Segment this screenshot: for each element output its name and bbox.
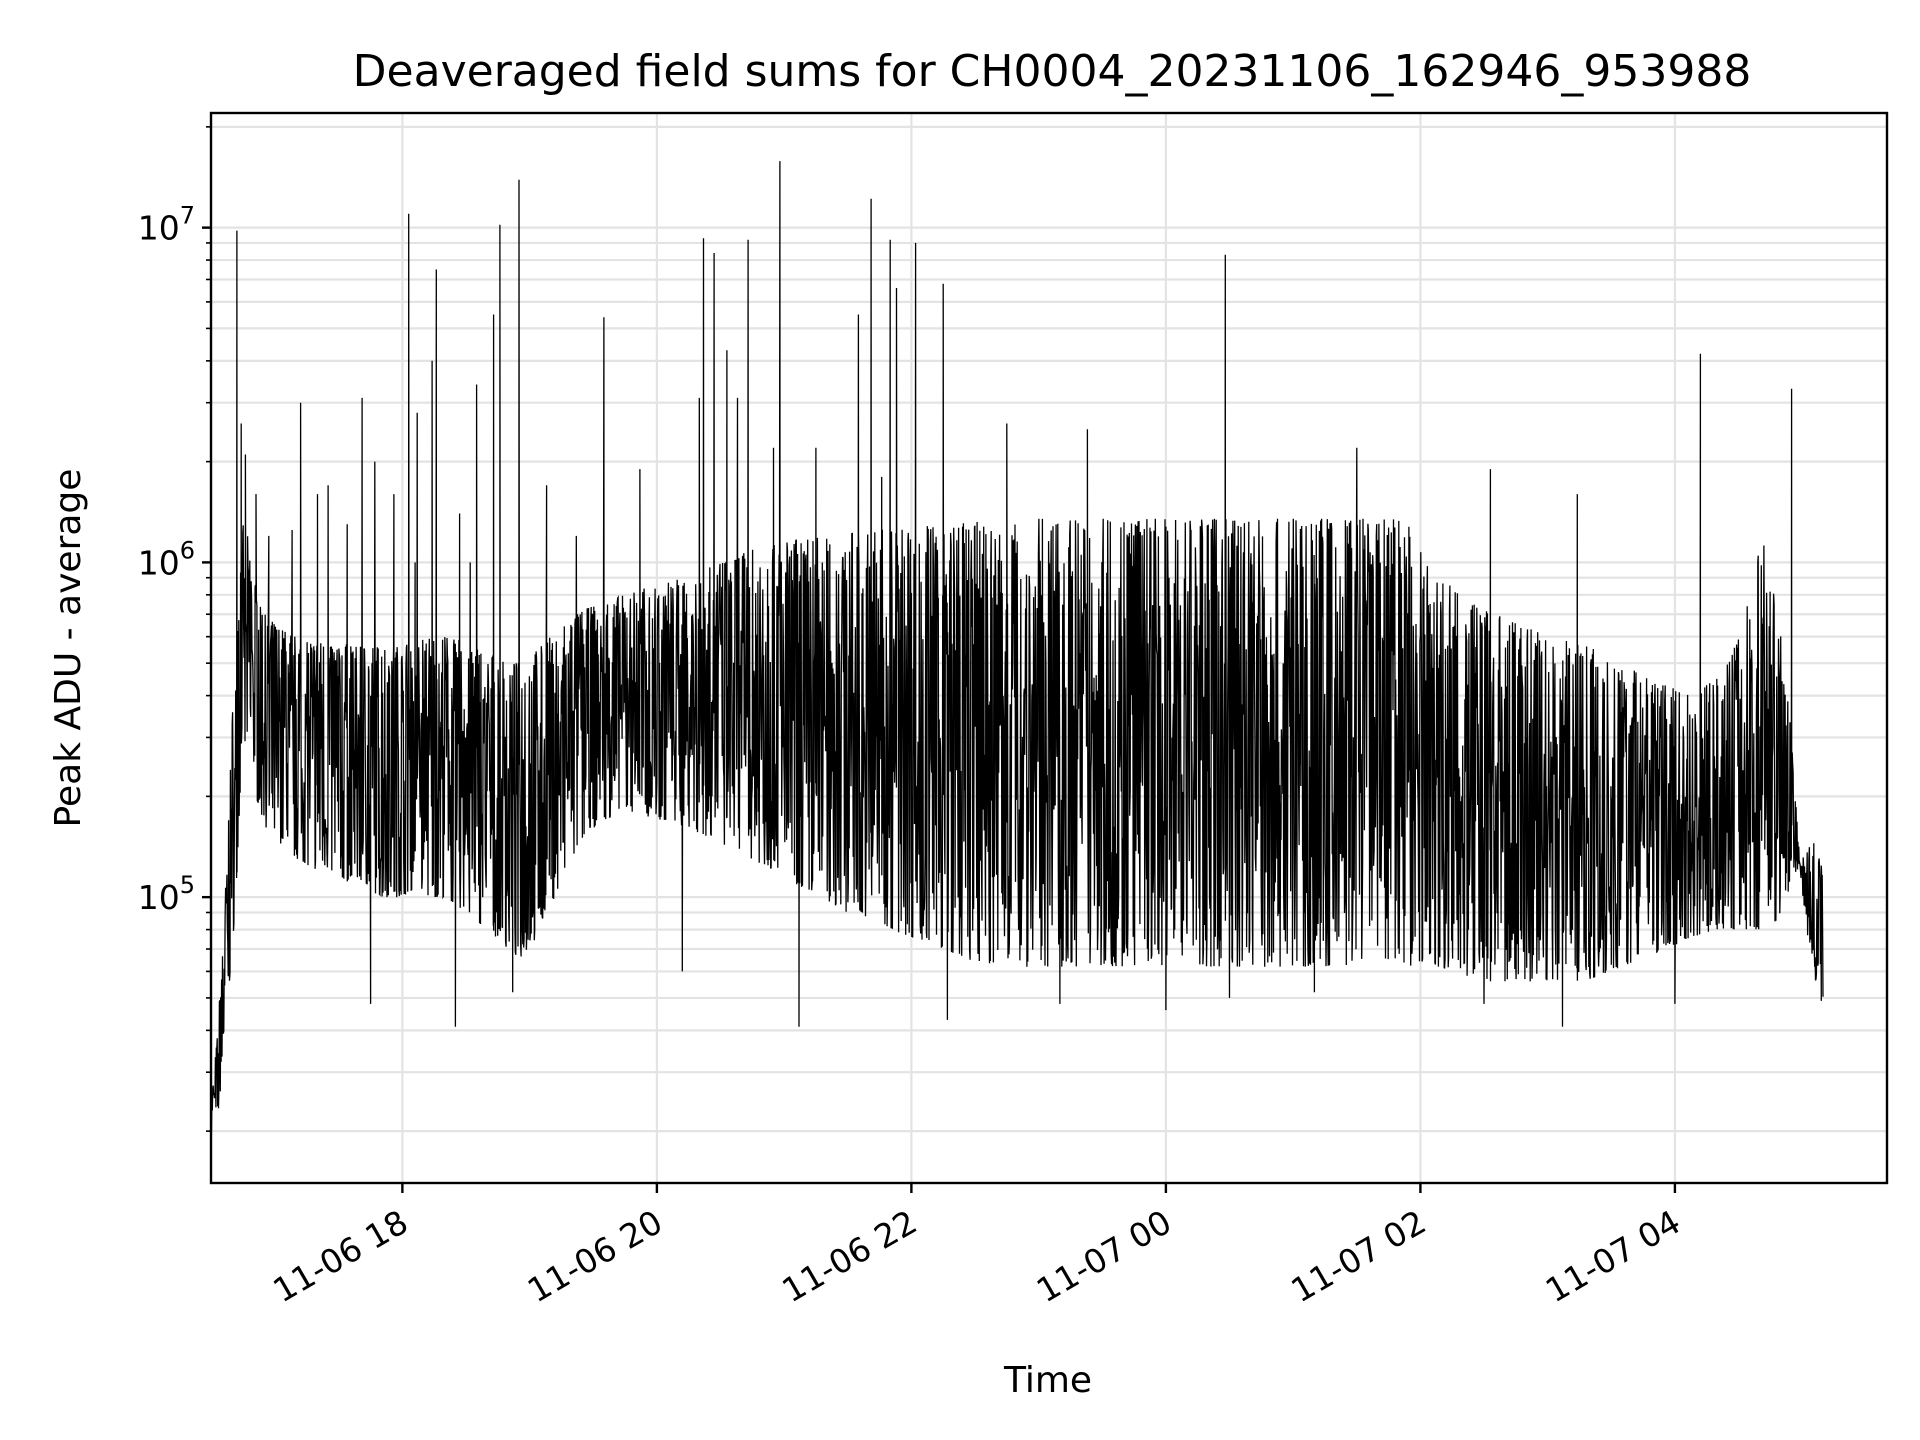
y-tick-label: 106 (138, 536, 195, 582)
series-line (210, 161, 1824, 1139)
chart-title: Deaveraged field sums for CH0004_2023110… (353, 46, 1752, 97)
y-tick-label: 107 (138, 202, 195, 248)
y-tick-label: 105 (138, 871, 195, 917)
x-axis-label: Time (1003, 1360, 1092, 1401)
series-group (210, 161, 1824, 1139)
y-axis: 105 106 107 (138, 126, 211, 1132)
plot-frame (209, 111, 1889, 1185)
y-axis-label: Peak ADU - average (48, 469, 89, 828)
